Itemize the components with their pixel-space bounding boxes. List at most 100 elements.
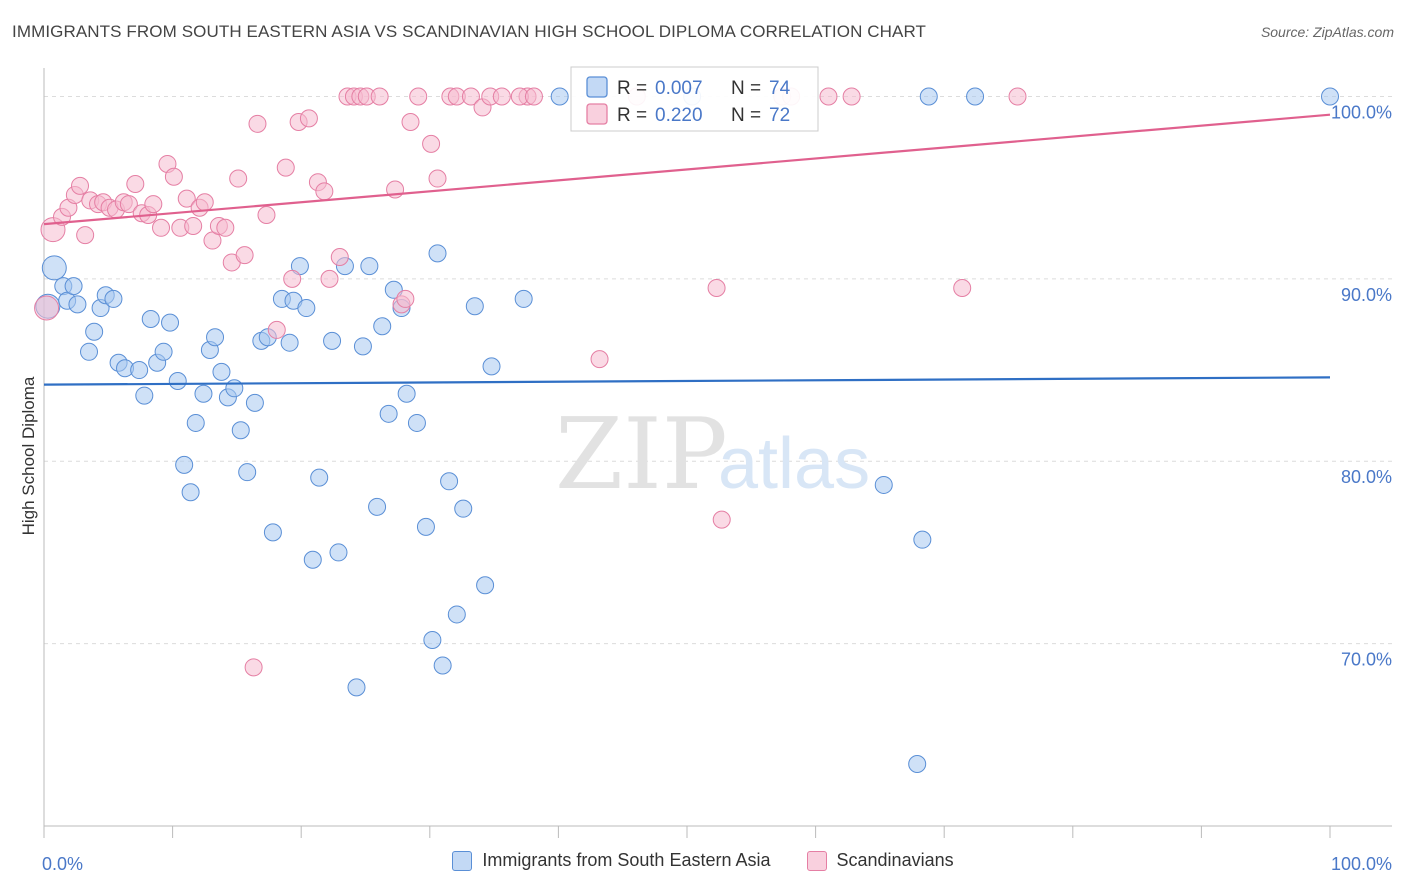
legend-swatch-pink <box>806 850 827 871</box>
pink-point <box>195 193 214 212</box>
n-label: N = <box>731 105 761 126</box>
pink-point <box>330 247 349 266</box>
blue-point <box>465 297 484 316</box>
blue-point <box>206 328 225 347</box>
blue-point <box>68 295 87 314</box>
pink-point <box>492 87 511 106</box>
pink-point <box>299 109 318 128</box>
blue-point <box>447 605 466 624</box>
trend-line-blue <box>43 376 1331 386</box>
trend-lines <box>43 113 1331 386</box>
blue-point <box>482 357 501 376</box>
y-tick-labels: 70.0% 80.0% 90.0% 100.0% <box>1331 102 1392 669</box>
x-tick-label: 0.0% <box>42 854 83 874</box>
blue-point <box>80 342 99 361</box>
pink-point <box>707 278 726 297</box>
pink-point <box>524 87 543 106</box>
blue-point <box>550 87 569 106</box>
source-label: Source: ZipAtlas.com <box>1260 24 1394 40</box>
y-tick-label: 80.0% <box>1341 467 1392 487</box>
blue-point <box>329 543 348 562</box>
pink-point <box>71 176 90 195</box>
blue-point <box>303 550 322 569</box>
blue-point <box>368 497 387 516</box>
blue-point <box>908 754 927 773</box>
legend-bottom: Immigrants from South Eastern Asia Scand… <box>0 850 1406 871</box>
pink-point <box>953 278 972 297</box>
blue-point <box>919 87 938 106</box>
pink-point <box>320 269 339 288</box>
watermark-zip: ZIP <box>555 398 728 512</box>
trend-line-pink <box>43 113 1331 226</box>
pink-point <box>315 182 334 201</box>
pink-point <box>267 320 286 339</box>
r-label: R = <box>617 78 647 99</box>
pink-point <box>712 510 731 529</box>
blue-point <box>966 87 985 106</box>
pink-point <box>396 289 415 308</box>
y-tick-label: 90.0% <box>1341 285 1392 305</box>
blue-point <box>454 499 473 518</box>
legend-label-blue: Immigrants from South Eastern Asia <box>482 850 771 870</box>
blue-point <box>310 468 329 487</box>
blue-point <box>360 257 379 276</box>
legend-label-pink: Scandinavians <box>836 850 954 870</box>
correlation-legend-box <box>570 66 819 132</box>
r-label: R = <box>617 105 647 126</box>
blue-point <box>181 483 200 502</box>
y-axis-title: High School Diploma <box>19 376 38 535</box>
n-label: N = <box>731 78 761 99</box>
pink-point <box>152 218 171 237</box>
legend-swatch-blue <box>586 76 608 98</box>
pink-point <box>248 114 267 133</box>
blue-point <box>168 371 187 390</box>
pink-point <box>401 113 420 132</box>
blue-point <box>135 386 154 405</box>
blue-point <box>41 255 67 281</box>
legend-item-pink[interactable]: Scandinavians <box>806 850 954 871</box>
blue-point <box>161 313 180 332</box>
pink-point <box>235 246 254 265</box>
r-value: 0.220 <box>655 105 703 126</box>
blue-point <box>913 530 932 549</box>
pink-point <box>119 195 138 214</box>
blue-point <box>476 576 495 595</box>
pink-point <box>276 158 295 177</box>
pink-point <box>409 87 428 106</box>
n-value: 72 <box>769 105 790 126</box>
pink-point <box>144 195 163 214</box>
blue-point <box>423 630 442 649</box>
blue-point <box>263 523 282 542</box>
legend-item-blue[interactable]: Immigrants from South Eastern Asia <box>452 850 771 871</box>
blue-point <box>104 289 123 308</box>
blue-point <box>433 656 452 675</box>
blue-point <box>353 337 372 356</box>
pink-point <box>164 167 183 186</box>
blue-point <box>407 413 426 432</box>
blue-point <box>416 517 435 536</box>
axes <box>43 68 1392 838</box>
legend-swatch-blue <box>452 850 473 871</box>
blue-point <box>379 404 398 423</box>
blue-point <box>280 333 299 352</box>
correlation-legend: R = 0.007 N = 74 R = 0.220 N = 72 <box>570 66 819 132</box>
pink-point <box>126 175 145 194</box>
blue-point <box>154 342 173 361</box>
blue-point <box>245 393 264 412</box>
blue-point <box>194 384 213 403</box>
blue-point <box>141 309 160 328</box>
blue-point <box>347 678 366 697</box>
blue-point <box>175 455 194 474</box>
n-value: 74 <box>769 78 791 99</box>
blue-point <box>440 472 459 491</box>
pink-point <box>819 87 838 106</box>
y-tick-label: 70.0% <box>1341 650 1392 670</box>
pink-point <box>370 87 389 106</box>
pink-point <box>229 169 248 188</box>
blue-point <box>130 361 149 380</box>
chart-title: IMMIGRANTS FROM SOUTH EASTERN ASIA VS SC… <box>12 22 927 41</box>
pink-point <box>216 218 235 237</box>
pink-point <box>842 87 861 106</box>
